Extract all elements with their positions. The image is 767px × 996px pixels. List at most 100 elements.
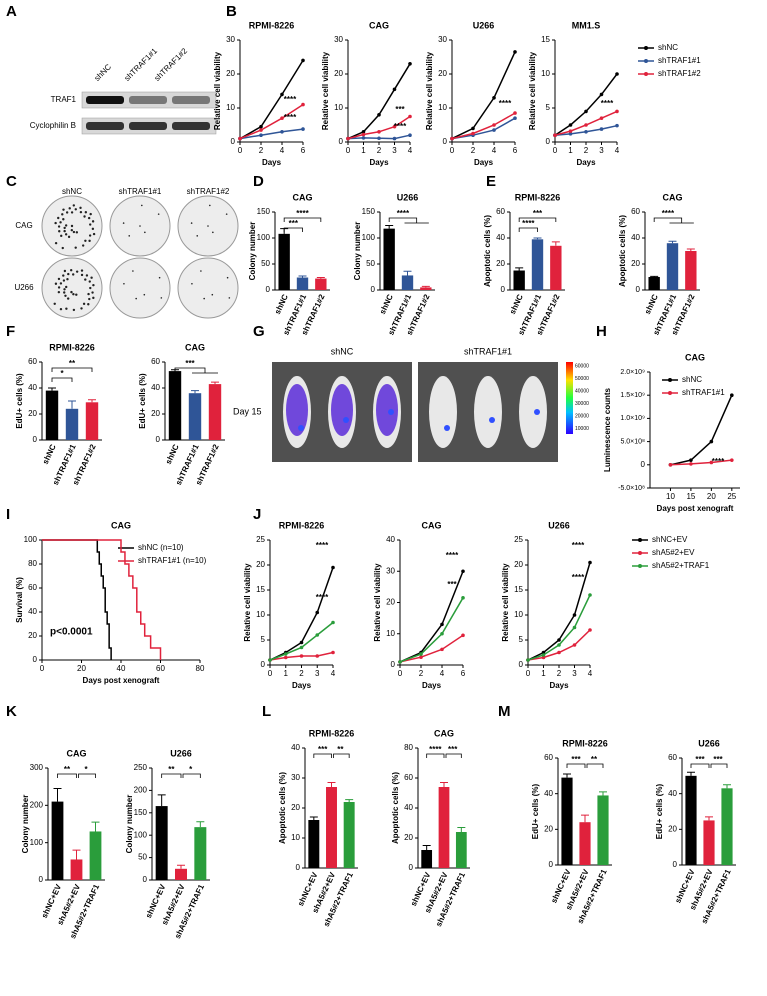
point: [541, 653, 546, 657]
y-tick-label: 40: [291, 743, 300, 752]
mouse: [474, 376, 502, 448]
colony-dot: [160, 297, 163, 299]
x-tick-label: 1: [541, 669, 546, 678]
panel-letter: A: [6, 3, 17, 20]
y-tick-label: 10: [386, 629, 395, 638]
y-tick-label: 20: [226, 69, 235, 78]
colony-dot: [72, 308, 76, 312]
point: [280, 116, 284, 120]
y-tick-label: 300: [30, 763, 44, 772]
annotation: ***: [185, 359, 195, 368]
colony-dot: [70, 224, 74, 228]
series-line: [451, 112, 516, 140]
colony-dot: [89, 286, 92, 290]
legend-label: shNC+EV: [652, 535, 688, 544]
colony-dot: [68, 207, 71, 210]
legend-label: shNC: [682, 375, 702, 384]
y-tick-label: 60: [28, 583, 37, 592]
colony-dot: [82, 302, 86, 306]
y-tick-label: 0: [636, 285, 641, 294]
panel-letter: L: [262, 703, 271, 720]
colorbar-label: 50000: [575, 376, 589, 382]
chart-title: U266: [473, 20, 495, 30]
point: [557, 638, 561, 642]
colorbar-label: 60000: [575, 363, 589, 369]
significance-bracket: [283, 227, 303, 232]
y-tick-label: 40: [668, 789, 677, 798]
x-axis-label: Days: [292, 681, 312, 690]
y-tick-label: 25: [256, 535, 265, 544]
y-axis-label: Relative cell viability: [243, 563, 252, 642]
y-tick-label: 40: [544, 789, 553, 798]
colony-dot: [54, 241, 58, 245]
error-bar: [48, 387, 56, 391]
y-tick-label: 5: [261, 635, 266, 644]
y-tick-label: 100: [134, 830, 148, 839]
significance-bracket: [313, 753, 332, 758]
annotation: ***: [447, 580, 457, 589]
y-axis-label: Relative cell viability: [425, 51, 434, 130]
point: [259, 128, 263, 132]
chart-title: CAG: [422, 520, 442, 530]
y-tick-label: 0: [231, 137, 236, 146]
error-bar: [421, 285, 430, 288]
error-bar: [88, 399, 96, 403]
colony-dot: [63, 291, 66, 294]
panel-letter: I: [6, 506, 10, 523]
point: [615, 123, 619, 128]
colony-dot: [62, 274, 65, 277]
error-bar: [177, 864, 185, 869]
point: [492, 96, 496, 100]
series-line: [239, 103, 304, 140]
annotation: ****: [662, 209, 675, 218]
point: [283, 652, 288, 656]
day-label: Day 15: [233, 406, 262, 416]
series-line: [451, 51, 516, 140]
column-label: shTRAF1#1: [119, 187, 162, 196]
signal-spot: [444, 425, 450, 431]
point: [568, 132, 573, 136]
error-bar: [157, 794, 166, 807]
colorbar-label: 40000: [575, 388, 589, 394]
y-tick-label: 80: [28, 559, 37, 568]
x-axis-label: Days: [549, 681, 569, 690]
error-bar: [515, 267, 524, 271]
colony-dot: [61, 213, 64, 216]
bar: [703, 820, 715, 865]
point: [668, 463, 673, 467]
significance-bracket: [174, 367, 218, 374]
bar: [421, 850, 433, 868]
significance-bracket: [161, 773, 182, 778]
point: [392, 87, 397, 92]
significance-bracket: [283, 217, 322, 222]
y-tick-label: 20: [438, 69, 447, 78]
colony-dot: [225, 213, 228, 215]
y-axis-label: Relative cell viability: [528, 51, 537, 130]
x-tick-label: 25: [727, 492, 736, 501]
colony-dot: [87, 303, 90, 306]
point: [461, 596, 465, 600]
y-tick-label: 40: [151, 383, 160, 392]
colony-dot: [209, 204, 211, 207]
chart-title: CAG: [685, 352, 705, 362]
y-tick-label: 20: [151, 409, 160, 418]
colony-dot: [69, 269, 73, 272]
bar: [666, 243, 679, 290]
bar: [561, 777, 573, 865]
point: [440, 622, 444, 627]
x-tick-label: 4: [280, 146, 285, 155]
significance-bracket: [566, 763, 586, 768]
colony-dot: [66, 278, 69, 281]
y-tick-label: 0: [156, 435, 161, 444]
colony-dot: [54, 282, 58, 285]
annotation: p<0.0001: [50, 627, 93, 638]
y-tick-label: 0: [266, 285, 271, 294]
row-label: TRAF1: [51, 95, 77, 104]
category-label: shNC: [273, 293, 290, 316]
colony-dot: [60, 234, 63, 238]
x-tick-label: 1: [568, 146, 573, 155]
y-tick-label: 0: [409, 863, 414, 872]
panel-letter: F: [6, 323, 15, 340]
colony-dot: [92, 296, 95, 300]
point: [315, 610, 320, 615]
